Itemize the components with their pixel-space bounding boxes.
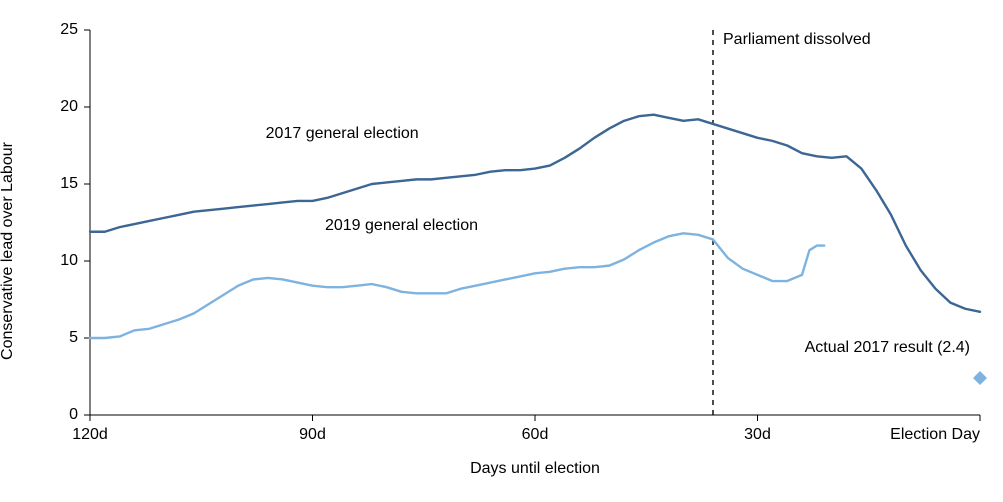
y-tick-label: 5 (69, 329, 78, 346)
y-tick-label: 25 (60, 21, 78, 38)
x-tick-label: 60d (522, 426, 549, 443)
x-tick-label: Election Day (890, 426, 980, 443)
chart-svg: 0 5 10 15 20 25 120d 90d 60d 30d Election Day Days … (0, 0, 1003, 502)
x-tick-label: 90d (299, 426, 326, 443)
x-tick-label: 30d (744, 426, 771, 443)
y-axis-label: Conservative lead over Labour (0, 142, 17, 360)
y-tick-label: 15 (60, 175, 78, 192)
chart-bg (0, 0, 1003, 502)
result-marker-label: Actual 2017 result (2.4) (805, 339, 970, 356)
series-label-2019: 2019 general election (325, 217, 478, 234)
polling-lead-chart: Conservative lead over Labour 0 5 10 15 20 25… (0, 0, 1003, 502)
y-tick-label: 20 (60, 98, 78, 115)
y-tick-label: 10 (60, 252, 78, 269)
dissolution-label: Parliament dissolved (723, 31, 871, 48)
series-label-2017: 2017 general election (266, 125, 419, 142)
x-tick-label: 120d (72, 426, 108, 443)
y-tick-label: 0 (69, 406, 78, 423)
x-axis-label: Days until election (470, 460, 600, 477)
